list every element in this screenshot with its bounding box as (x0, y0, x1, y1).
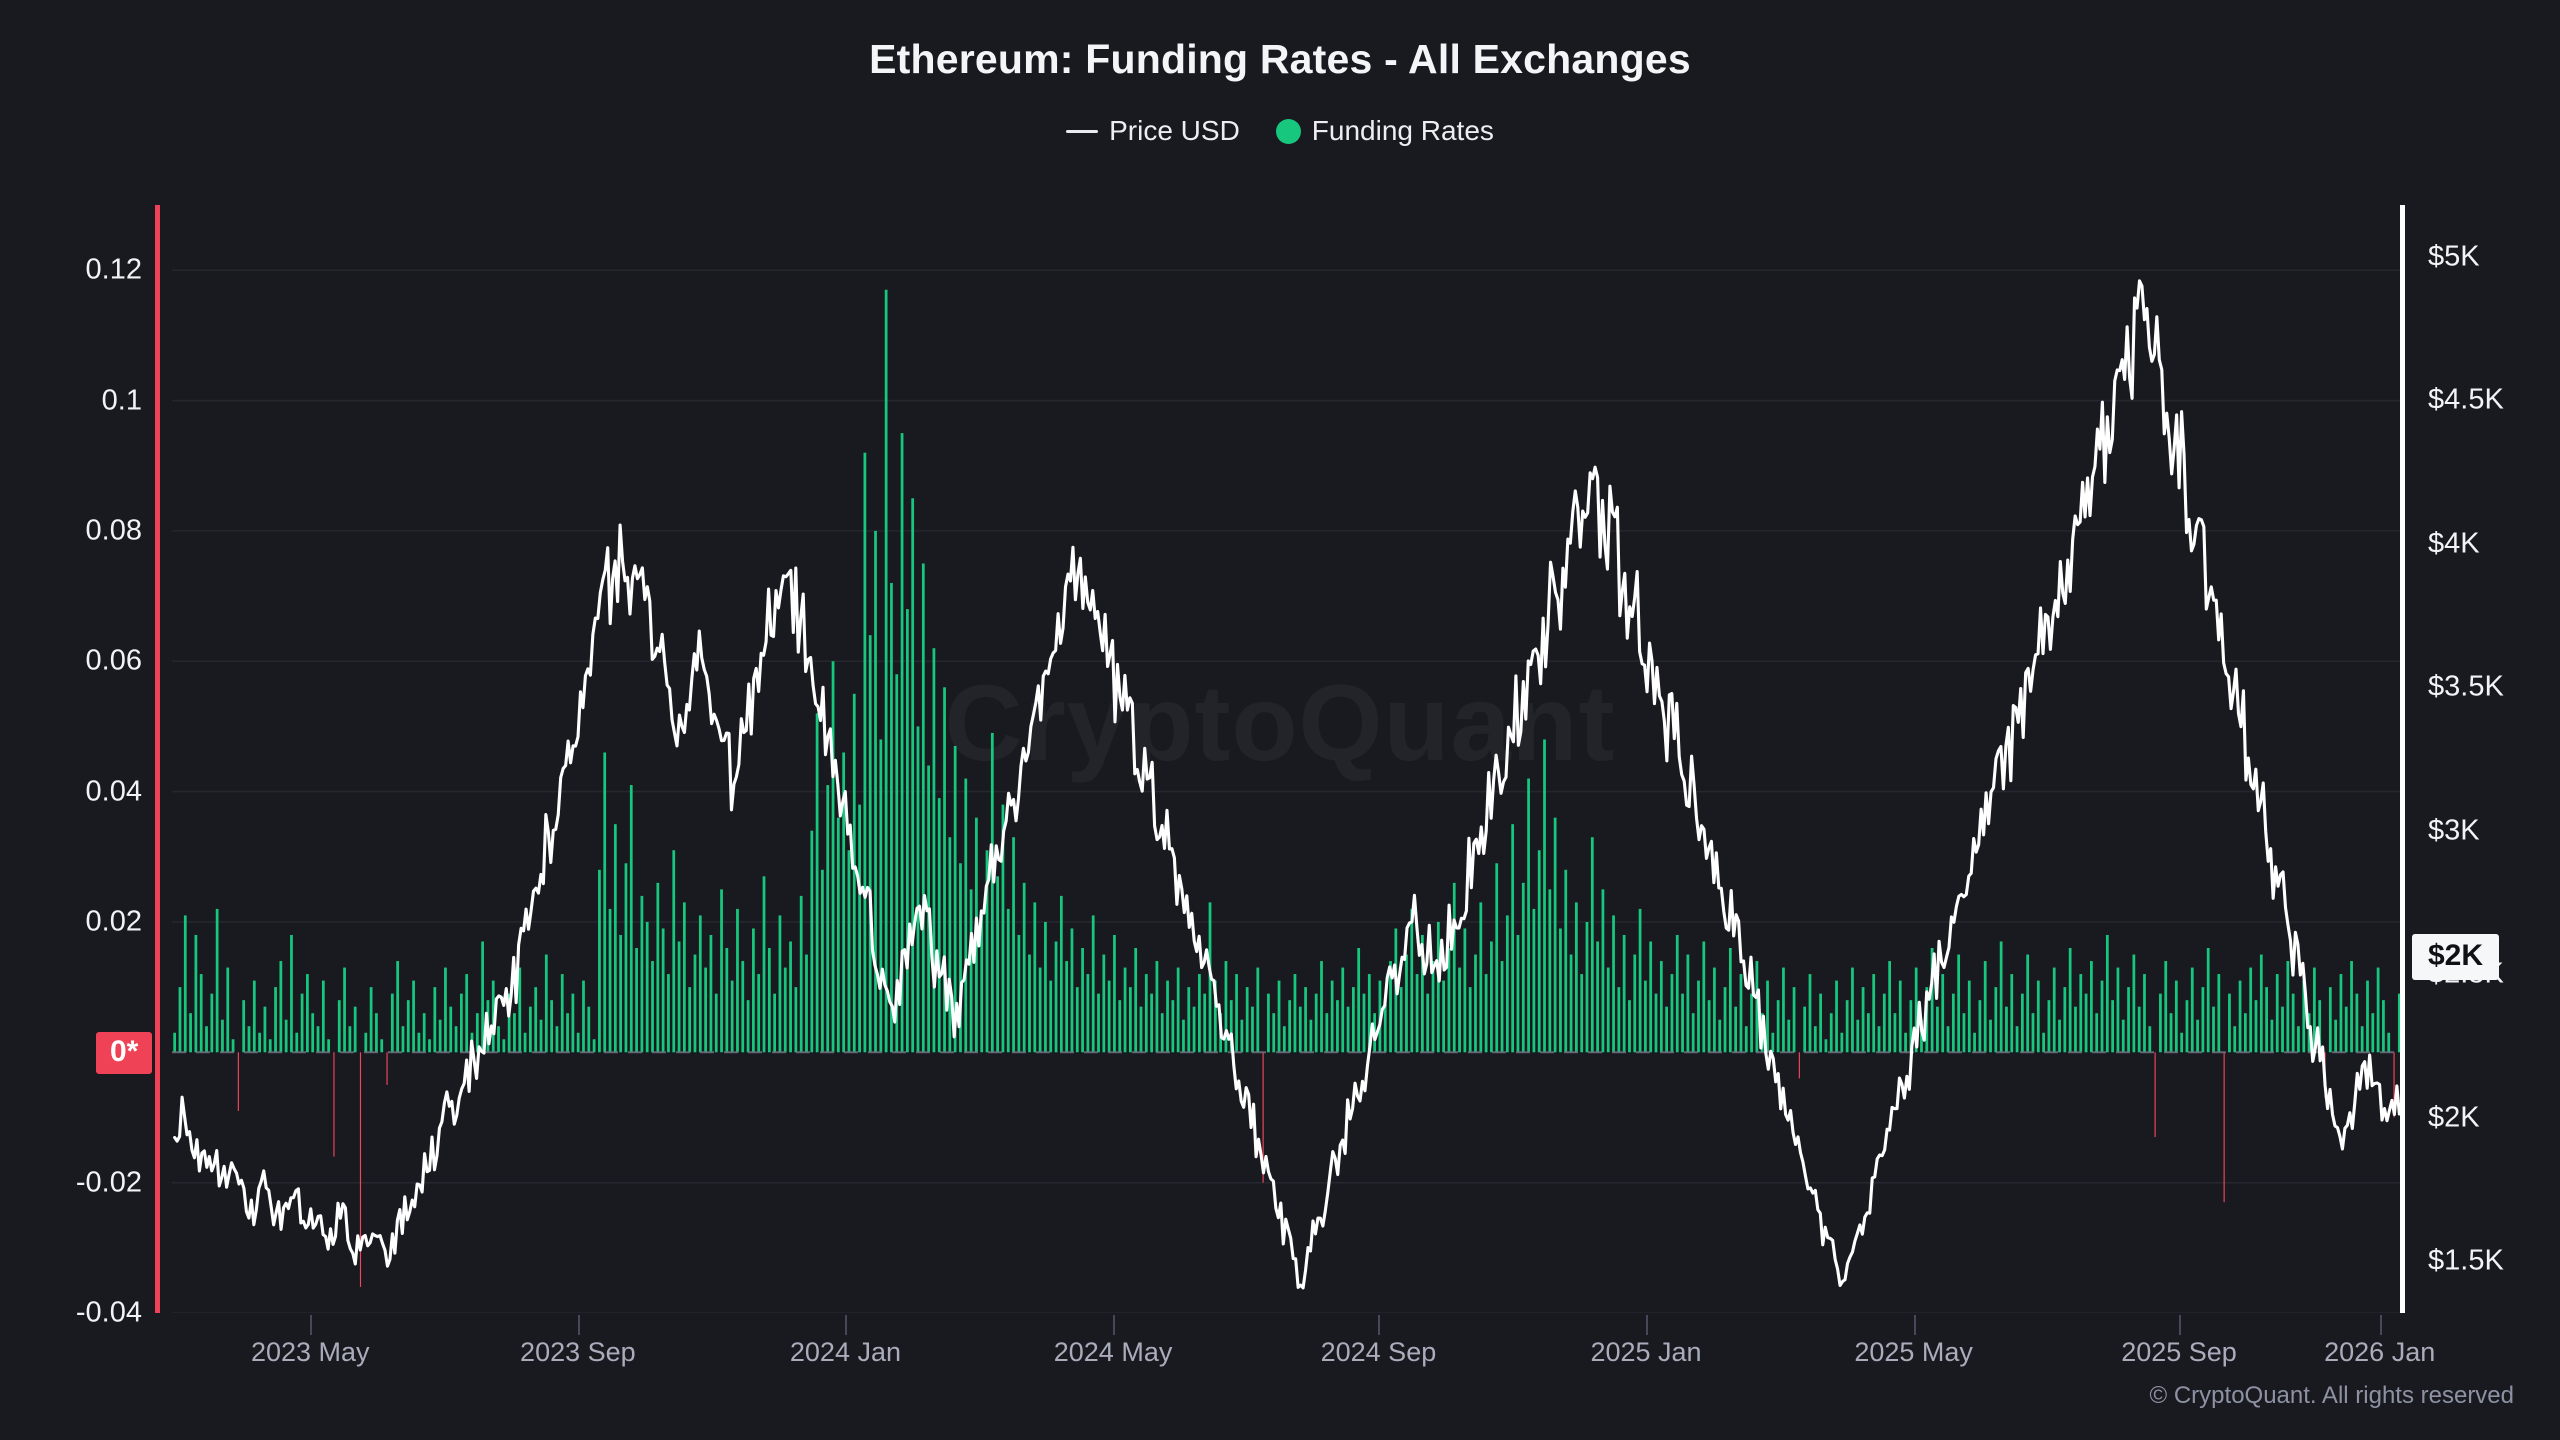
line-marker-icon (1066, 129, 1099, 133)
y-tick-left-0: 0.12 (85, 253, 142, 286)
plot-area[interactable] (172, 205, 2402, 1313)
y-tick-left-3: 0.06 (85, 644, 142, 677)
legend-item-funding[interactable]: Funding Rates (1275, 115, 1494, 147)
x-tick-mark-5 (1646, 1315, 1649, 1335)
x-tick-mark-0 (310, 1315, 313, 1335)
x-tick-label-4: 2024 Sep (1320, 1337, 1437, 1367)
y-tick-right-0: $5K (2428, 240, 2480, 273)
y-tick-right-4: $3K (2428, 814, 2480, 847)
circle-marker-icon (1275, 118, 1301, 144)
x-tick-mark-8 (2379, 1315, 2382, 1335)
x-tick-mark-2 (845, 1315, 848, 1335)
y-tick-left-2: 0.08 (85, 514, 142, 547)
chart-canvas (172, 269, 2402, 1313)
x-tick-mark-1 (577, 1315, 580, 1335)
y-tick-right-3: $3.5K (2428, 670, 2504, 703)
x-tick-label-7: 2025 Sep (2121, 1337, 2237, 1367)
legend-item-price[interactable]: Price USD (1066, 115, 1240, 147)
y-tick-left-1: 0.1 (101, 384, 142, 417)
y-tick-right-7: $1.5K (2428, 1244, 2504, 1277)
x-tick-label-8: 2026 Jan (2324, 1337, 2436, 1367)
x-tick-label-6: 2025 May (1854, 1337, 1973, 1367)
x-tick-label-1: 2023 Sep (520, 1337, 636, 1367)
current-price-badge: $2K (2412, 934, 2500, 980)
x-tick-label-5: 2025 Jan (1590, 1337, 1702, 1367)
x-tick-mark-3 (1113, 1315, 1116, 1335)
x-tick-label-0: 2023 May (250, 1337, 370, 1367)
y-tick-left-7: -0.02 (75, 1166, 142, 1199)
x-tick-mark-6 (1913, 1315, 1916, 1335)
y-tick-right-6: $2K (2428, 1101, 2480, 1134)
legend-label-price: Price USD (1109, 115, 1240, 146)
y-tick-left-4: 0.04 (85, 775, 142, 808)
y-tick-left-8: -0.04 (75, 1296, 142, 1329)
chart-legend: Price USD Funding Rates (0, 115, 2560, 147)
copyright-footer: © CryptoQuant. All rights reserved (2149, 1382, 2515, 1409)
zero-marker-badge: 0* (96, 1032, 153, 1074)
y-tick-right-2: $4K (2428, 527, 2480, 560)
x-tick-mark-7 (2179, 1315, 2181, 1335)
x-tick-label-2: 2024 Jan (789, 1337, 902, 1367)
legend-label-funding: Funding Rates (1311, 115, 1494, 146)
y-tick-right-1: $4.5K (2428, 383, 2504, 416)
x-tick-label-3: 2024 May (1053, 1337, 1173, 1367)
x-tick-mark-4 (1378, 1315, 1381, 1335)
right-axis-line (2400, 205, 2405, 1313)
left-axis-line (155, 205, 160, 1313)
page-title: Ethereum: Funding Rates - All Exchanges (869, 36, 1691, 82)
y-tick-left-5: 0.02 (85, 905, 142, 938)
